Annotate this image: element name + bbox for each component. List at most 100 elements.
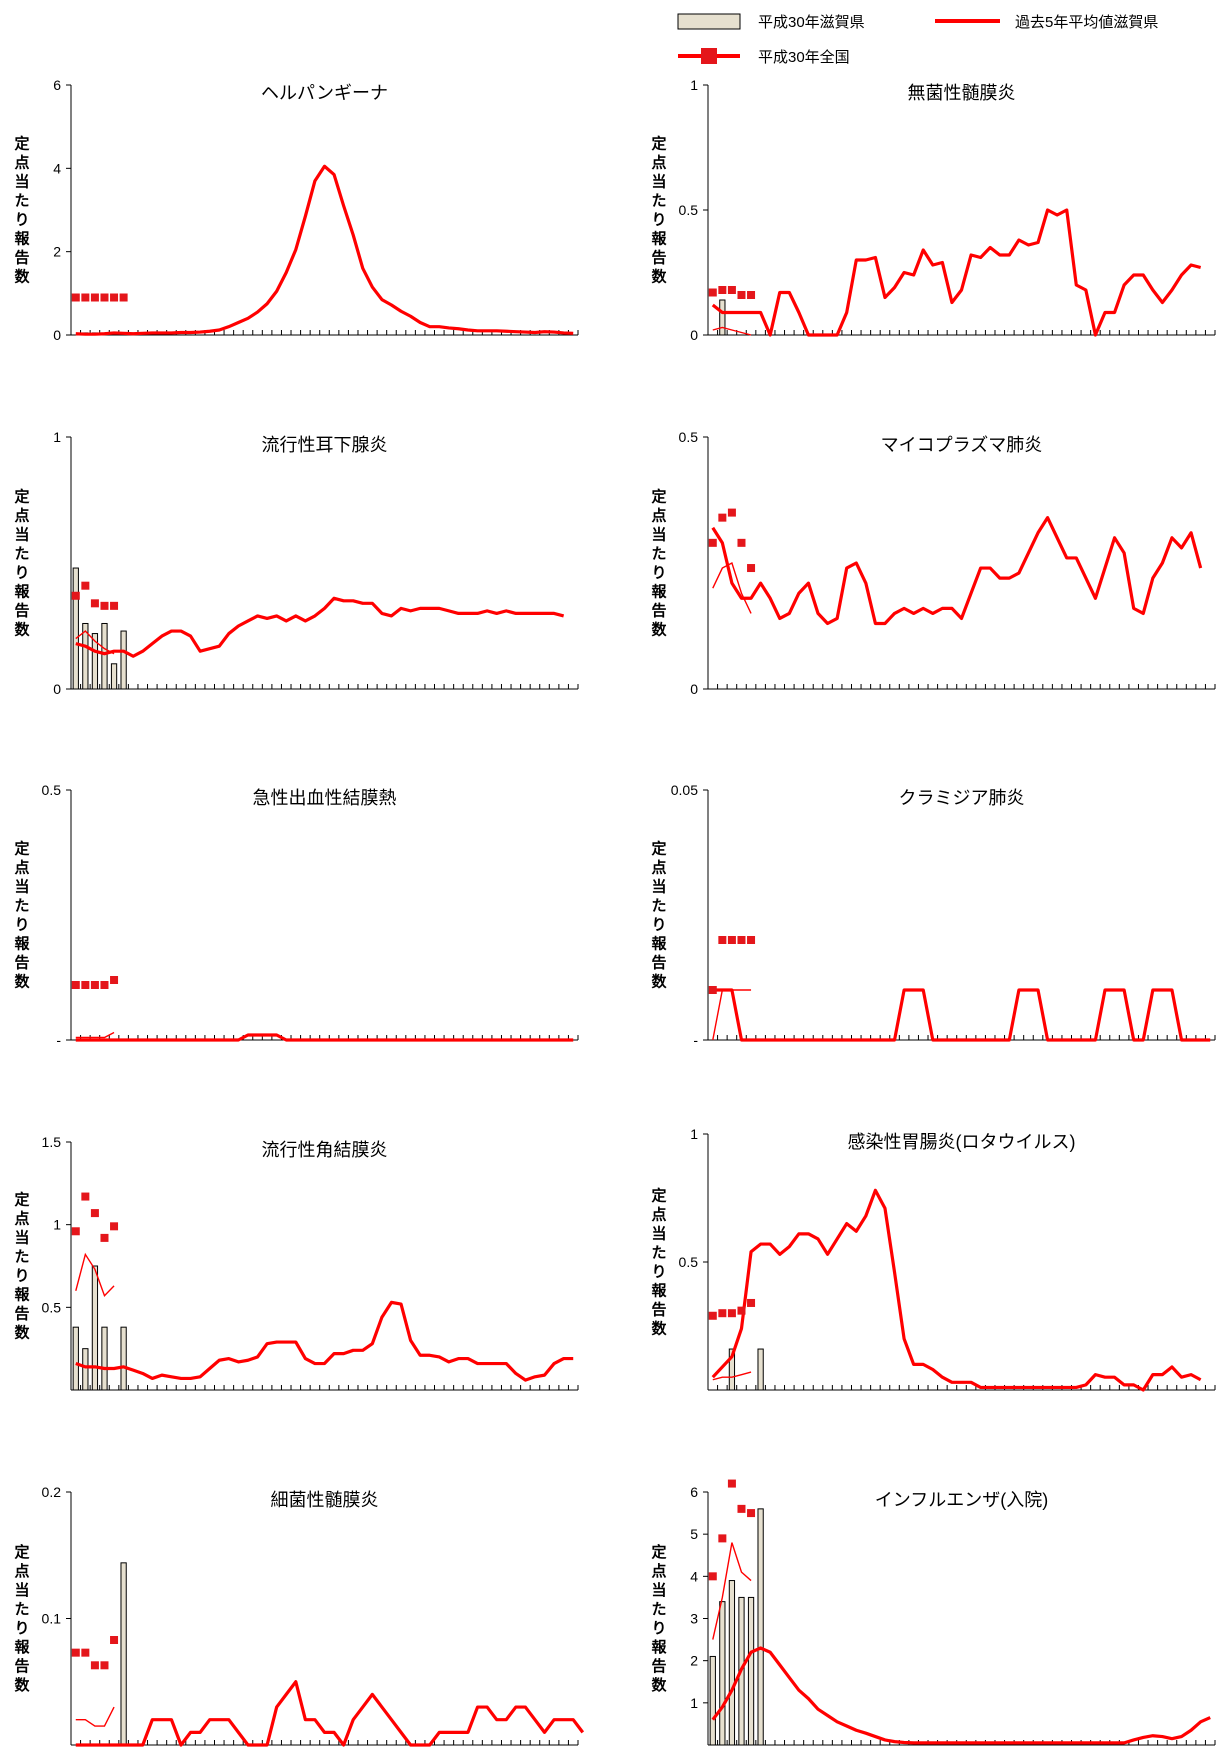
- national-marker: [718, 1534, 727, 1543]
- bar: [110, 663, 118, 690]
- y-axis-label-char: り: [14, 1620, 29, 1637]
- y-axis-label-char: 当: [14, 173, 29, 191]
- national-marker: [100, 981, 109, 989]
- bar: [728, 1348, 736, 1391]
- chart-title: クラミジア肺炎: [899, 788, 1025, 808]
- y-tick-label: 1: [690, 1126, 698, 1142]
- national-marker: [747, 291, 756, 299]
- legend-bar-label: 平成30年滋賀県: [758, 14, 865, 31]
- avg-line: [75, 164, 574, 336]
- bar: [719, 299, 726, 336]
- y-axis-label-char: 定: [14, 1191, 29, 1209]
- y-axis-label-char: 数: [14, 973, 30, 991]
- y-axis-label-char: 数: [14, 1676, 30, 1694]
- y-axis-label-char: 点: [14, 508, 29, 525]
- y-axis-label-char: 定: [651, 840, 666, 858]
- y-axis-label-char: 当: [651, 526, 666, 544]
- y-axis-label-char: 当: [651, 878, 666, 896]
- y-axis-label-char: 点: [651, 508, 666, 525]
- y-axis-label-char: 告: [14, 954, 29, 972]
- y-axis-label-char: 報: [14, 583, 30, 601]
- y-axis-label-char: 定: [14, 840, 29, 858]
- chart-title: ヘルパンギーナ: [261, 83, 388, 103]
- national-marker: [71, 981, 80, 989]
- national-marker: [737, 291, 746, 299]
- national-marker: [71, 1648, 80, 1657]
- avg-line: [711, 208, 1202, 337]
- national-marker: [110, 976, 119, 984]
- y-axis-label: 定点当たり報告数: [651, 1187, 667, 1338]
- y-axis-label-char: 数: [14, 621, 30, 639]
- y-tick-label: 1: [53, 1217, 61, 1233]
- y-tick-label: 0.5: [42, 782, 62, 798]
- y-axis-label-char: 数: [651, 973, 667, 991]
- y-tick-label: 0: [690, 681, 698, 697]
- y-tick-label: 0.5: [679, 1254, 699, 1270]
- national-marker: [747, 1509, 756, 1518]
- bar: [82, 1348, 89, 1391]
- y-axis-label-char: り: [14, 565, 29, 582]
- national-marker: [100, 293, 109, 302]
- y-axis-label-char: 数: [14, 268, 30, 286]
- national-marker: [708, 1311, 717, 1320]
- national-marker: [100, 601, 109, 610]
- bar: [747, 1596, 755, 1746]
- y-tick-label: 6: [53, 77, 61, 93]
- y-axis-label-char: り: [651, 565, 666, 582]
- y-axis-label-char: た: [14, 898, 29, 915]
- y-axis-label: 定点当たり報告数: [14, 488, 30, 639]
- bar: [757, 1508, 764, 1746]
- avg-line: [711, 1646, 1211, 1745]
- avg-thin-line: [75, 1252, 115, 1298]
- national-marker: [90, 599, 99, 608]
- national-marker: [727, 1479, 736, 1488]
- national-marker: [708, 288, 717, 297]
- y-axis-label: 定点当たり報告数: [651, 488, 667, 639]
- y-tick-label: 0.05: [671, 782, 698, 798]
- y-axis-label-char: た: [14, 1249, 29, 1266]
- avg-thin-line: [712, 561, 752, 614]
- avg-line: [75, 1033, 574, 1042]
- avg-line: [711, 1188, 1202, 1392]
- bar: [101, 622, 108, 690]
- national-marker: [90, 981, 99, 989]
- y-axis-label-char: 数: [651, 621, 667, 639]
- y-axis-label-char: 定: [651, 488, 666, 506]
- national-marker: [737, 538, 746, 547]
- avg-line: [711, 516, 1203, 626]
- chart-title: 流行性耳下腺炎: [262, 435, 388, 455]
- y-axis-label-char: た: [651, 546, 666, 563]
- avg-line: [75, 596, 565, 658]
- y-axis-label-char: 点: [651, 1563, 666, 1580]
- legend-national-label: 平成30年全国: [758, 48, 850, 66]
- y-tick-label: 5: [690, 1526, 698, 1542]
- y-axis-label-char: 報: [14, 230, 30, 248]
- y-tick-label: 1.5: [42, 1134, 62, 1150]
- bar: [719, 1601, 726, 1746]
- national-marker: [119, 293, 128, 302]
- y-axis-label-char: た: [651, 1601, 666, 1618]
- y-axis-label-char: り: [14, 212, 29, 229]
- national-marker: [727, 286, 736, 294]
- avg-thin-line: [712, 1542, 752, 1640]
- national-marker: [90, 1209, 99, 1218]
- y-tick-label: 0: [690, 327, 698, 343]
- national-marker: [718, 1309, 727, 1318]
- y-tick-label: 1: [53, 429, 61, 445]
- y-axis-label-char: 告: [14, 602, 29, 620]
- avg-thin-line: [75, 630, 115, 655]
- chart-title: インフルエンザ(入院): [875, 1490, 1048, 1510]
- y-axis-label-char: 数: [14, 1324, 30, 1342]
- y-axis-label-char: 点: [651, 860, 666, 877]
- chart-title: 流行性角結膜炎: [262, 1140, 388, 1160]
- bar: [82, 622, 89, 690]
- y-axis-label: 定点当たり報告数: [14, 135, 30, 286]
- national-marker: [81, 1648, 90, 1657]
- y-axis-label-char: た: [14, 1601, 29, 1618]
- y-axis-label-char: り: [651, 917, 666, 934]
